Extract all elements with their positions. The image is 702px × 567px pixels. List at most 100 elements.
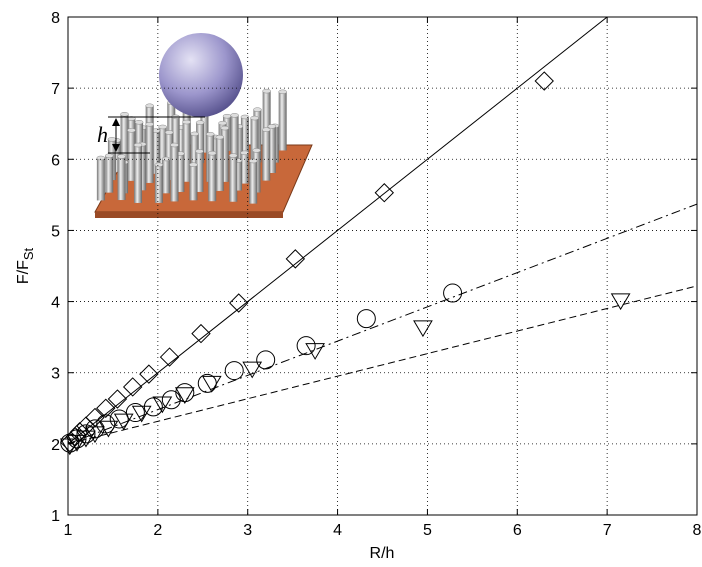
pillar <box>249 160 258 204</box>
pillar <box>262 129 271 181</box>
pillar-top <box>145 103 154 109</box>
y-tick-label: 8 <box>51 10 60 27</box>
diamond-marker <box>229 293 249 313</box>
inset-illustration: h <box>94 33 313 218</box>
pillar-top <box>96 155 106 161</box>
x-tick-label: 2 <box>153 522 162 539</box>
pillar <box>230 115 239 172</box>
pillar-top <box>222 113 232 119</box>
fit-line <box>68 203 697 445</box>
pillar <box>158 126 167 164</box>
fit-line <box>68 285 697 445</box>
pillar-top <box>127 128 136 133</box>
triangle-marker <box>174 387 195 405</box>
pillar <box>200 107 209 153</box>
pillar <box>167 102 176 151</box>
triangle-marker <box>201 375 222 393</box>
inset-label: h <box>97 122 108 147</box>
pillar <box>127 130 136 181</box>
h-arrowhead <box>112 118 120 126</box>
diamond-marker <box>534 71 554 91</box>
triangle-marker <box>413 320 433 338</box>
pillar <box>229 155 238 202</box>
y-tick-label: 4 <box>51 295 60 312</box>
diamond-marker <box>285 249 306 269</box>
pillar <box>117 156 126 201</box>
pillar-top <box>158 124 167 130</box>
triangle-marker <box>113 413 134 431</box>
x-tick-label: 3 <box>243 522 252 539</box>
pillar-top <box>220 125 230 131</box>
pillar-top <box>230 113 239 118</box>
diamond-marker <box>374 183 395 203</box>
pillar-top <box>240 150 249 156</box>
pillar-top <box>218 120 227 126</box>
pillar-top <box>252 148 261 153</box>
sphere <box>159 33 243 117</box>
pillar <box>96 157 105 201</box>
circle-marker <box>256 350 276 370</box>
pillar-top <box>134 119 144 125</box>
pillar-top <box>161 156 171 162</box>
pillar <box>208 153 217 202</box>
x-tick-label: 1 <box>64 522 73 539</box>
pillar <box>165 132 174 181</box>
circle-marker <box>76 424 96 444</box>
pillar-top <box>267 124 277 129</box>
circle-marker <box>224 361 244 381</box>
y-axis-label: F/FSt <box>15 247 36 284</box>
diamond-marker <box>159 347 180 367</box>
triangle-marker <box>610 293 631 311</box>
pillar <box>105 155 114 193</box>
pillar-top <box>133 142 143 148</box>
pillar <box>250 118 259 174</box>
pillar <box>138 144 147 191</box>
diamond-marker <box>122 377 143 397</box>
pillar-top <box>250 115 259 121</box>
pillar <box>151 130 160 174</box>
pillar-top <box>164 130 174 135</box>
x-tick-label: 8 <box>693 522 702 539</box>
diamond-marker <box>96 398 116 418</box>
triangle-marker <box>152 396 173 414</box>
substrate-edge <box>95 212 283 218</box>
y-tick-label: 6 <box>51 152 60 169</box>
x-tick-label: 7 <box>603 522 612 539</box>
circle-marker <box>443 283 463 303</box>
pillar <box>215 137 224 191</box>
pillars <box>96 88 287 204</box>
circle-marker <box>161 390 181 410</box>
x-axis-label: R/h <box>370 545 395 562</box>
pillar-top <box>120 111 129 117</box>
pillar <box>162 158 171 194</box>
x-tick-label: 5 <box>423 522 432 539</box>
pillar <box>195 151 204 192</box>
triangle-marker <box>131 405 152 423</box>
pillar <box>240 116 249 153</box>
pillar <box>189 164 198 201</box>
circle-marker <box>125 403 145 423</box>
pillar <box>240 152 249 184</box>
pillar <box>196 122 205 164</box>
diamond-marker <box>107 389 128 409</box>
triangle-marker <box>98 420 119 438</box>
plot-frame <box>67 16 698 516</box>
pillar <box>134 145 143 203</box>
x-tick-label: 4 <box>333 522 342 539</box>
pillar-top <box>170 142 179 148</box>
pillar-top <box>215 134 225 140</box>
pillar-top <box>145 122 154 127</box>
diamond-marker <box>191 323 211 344</box>
circle-marker <box>296 336 316 356</box>
pillar <box>278 91 287 151</box>
pillar <box>120 114 129 161</box>
pillar-top <box>205 131 215 137</box>
pillar <box>234 126 243 164</box>
x-tick-label: 6 <box>513 522 522 539</box>
pillar-top <box>248 158 258 164</box>
fit-line <box>68 17 608 445</box>
y-tick-label: 3 <box>51 366 60 383</box>
y-tick-label: 7 <box>51 81 60 98</box>
triangle-marker <box>85 426 105 444</box>
pillar <box>112 140 121 172</box>
